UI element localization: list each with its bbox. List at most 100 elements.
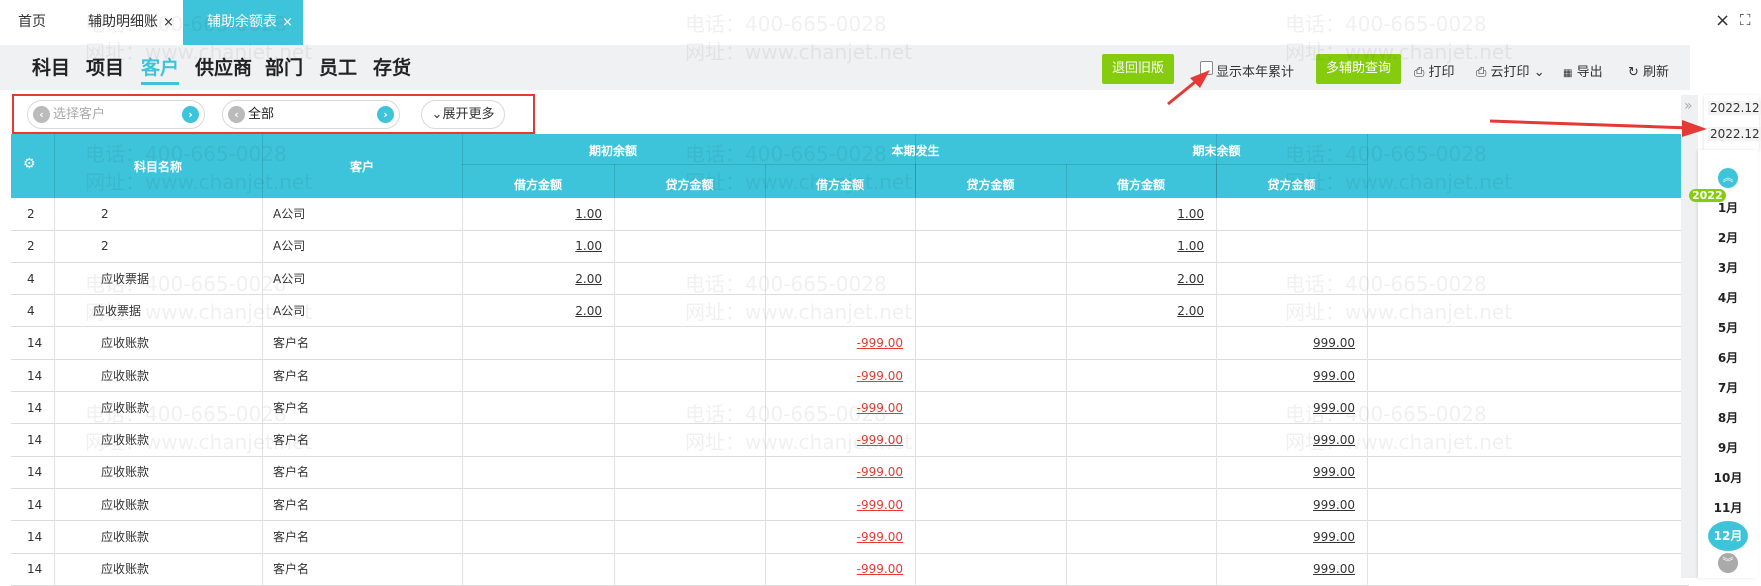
column-divider bbox=[462, 198, 463, 231]
cloud-print-button[interactable]: ⎙ 云打印 ⌄ bbox=[1476, 61, 1545, 80]
chevron-right-icon[interactable]: › bbox=[182, 106, 199, 123]
amount-open-debit[interactable]: 1.00 bbox=[575, 239, 602, 254]
close-icon[interactable]: × bbox=[163, 15, 174, 30]
amount-open-debit[interactable]: 2.00 bbox=[575, 271, 602, 286]
month-9[interactable]: 9月 bbox=[1717, 441, 1739, 455]
month-2[interactable]: 2月 bbox=[1717, 231, 1739, 245]
amount-close-credit[interactable]: 999.00 bbox=[1313, 400, 1355, 415]
amount-close-credit[interactable]: 999.00 bbox=[1313, 562, 1355, 577]
scroll-up-icon[interactable]: ︽ bbox=[1718, 168, 1738, 188]
amount-open-debit[interactable]: 2.00 bbox=[575, 303, 602, 318]
amount-cur-debit[interactable]: -999.00 bbox=[856, 530, 903, 544]
amount-close-debit[interactable]: 2.00 bbox=[1177, 303, 1204, 318]
table-row[interactable]: 14 应收账款 客户名 -999.00 999.00 bbox=[11, 424, 1689, 458]
chevron-left-icon[interactable]: ‹ bbox=[228, 106, 245, 123]
collapse-icon[interactable]: » bbox=[1684, 98, 1693, 114]
table-row[interactable]: 14 应收账款 客户名 -999.00 999.00 bbox=[11, 327, 1689, 361]
amount-close-credit[interactable]: 999.00 bbox=[1313, 433, 1355, 448]
table-row[interactable]: 4 应收票据 A公司 2.00 2.00 bbox=[11, 262, 1689, 296]
show-year-checkbox[interactable] bbox=[1200, 61, 1213, 75]
column-divider bbox=[915, 294, 916, 328]
nav-tab-department[interactable]: 部门 bbox=[265, 57, 304, 79]
scope-selector[interactable]: ‹ 全部 › bbox=[222, 100, 400, 129]
period-start[interactable]: 2022.12 bbox=[1708, 101, 1761, 115]
customer-selector[interactable]: ‹ 选择客户 › bbox=[27, 100, 205, 129]
month-1[interactable]: 1月 bbox=[1717, 201, 1739, 215]
column-divider bbox=[1066, 521, 1067, 554]
nav-tab-project[interactable]: 项目 bbox=[86, 57, 125, 79]
amount-close-credit[interactable]: 999.00 bbox=[1313, 530, 1355, 544]
multi-aux-query-button[interactable]: 多辅助查询 bbox=[1316, 54, 1402, 84]
customer-name: 客户名 bbox=[273, 562, 310, 577]
month-12[interactable]: 12月 bbox=[1708, 521, 1748, 551]
table-row[interactable]: 4 应收票据 A公司 2.00 2.00 bbox=[11, 294, 1689, 328]
column-divider bbox=[54, 262, 55, 296]
amount-close-credit[interactable]: 999.00 bbox=[1313, 368, 1355, 383]
annotation-arrow bbox=[1489, 119, 1691, 130]
amount-close-credit[interactable]: 999.00 bbox=[1313, 497, 1355, 512]
amount-cur-debit[interactable]: -999.00 bbox=[856, 368, 903, 383]
amount-close-debit[interactable]: 1.00 bbox=[1177, 207, 1204, 221]
column-divider bbox=[1066, 553, 1067, 586]
refresh-button[interactable]: ↻ 刷新 bbox=[1628, 61, 1669, 80]
tab-home[interactable]: 首页 bbox=[18, 0, 46, 45]
revert-old-version-button[interactable]: 退回旧版 bbox=[1102, 54, 1175, 84]
table-row[interactable]: 14 应收账款 客户名 -999.00 999.00 bbox=[11, 553, 1689, 586]
column-divider bbox=[614, 521, 615, 554]
amount-cur-debit[interactable]: -999.00 bbox=[856, 562, 903, 577]
amount-close-debit[interactable]: 1.00 bbox=[1177, 239, 1204, 254]
amount-close-credit[interactable]: 999.00 bbox=[1313, 465, 1355, 480]
nav-tab-supplier[interactable]: 供应商 bbox=[195, 57, 253, 79]
table-row[interactable]: 14 应收账款 客户名 -999.00 999.00 bbox=[11, 391, 1689, 425]
customer-input-placeholder[interactable]: 选择客户 bbox=[53, 107, 106, 122]
table-row[interactable]: 14 应收账款 客户名 -999.00 999.00 bbox=[11, 359, 1689, 393]
expand-more-button[interactable]: ⌄展开更多 bbox=[421, 100, 505, 129]
column-divider bbox=[1066, 262, 1067, 296]
amount-open-debit[interactable]: 1.00 bbox=[575, 207, 602, 221]
amount-close-credit[interactable]: 999.00 bbox=[1313, 336, 1355, 351]
subject-code: 14 bbox=[27, 433, 43, 448]
month-3[interactable]: 3月 bbox=[1717, 261, 1739, 275]
column-divider bbox=[1216, 198, 1217, 231]
subject-code: 14 bbox=[27, 497, 43, 512]
column-divider bbox=[54, 359, 55, 393]
month-11[interactable]: 11月 bbox=[1713, 501, 1743, 515]
month-6[interactable]: 6月 bbox=[1717, 351, 1739, 365]
month-8[interactable]: 8月 bbox=[1717, 411, 1739, 425]
amount-cur-debit[interactable]: -999.00 bbox=[856, 433, 903, 448]
table-row[interactable]: 14 应收账款 客户名 -999.00 999.00 bbox=[11, 456, 1689, 490]
nav-tab-customer[interactable]: 客户 bbox=[141, 55, 180, 85]
table-row[interactable]: 2 2 A公司 1.00 1.00 bbox=[11, 230, 1689, 264]
period-end[interactable]: 2022.12 bbox=[1708, 127, 1761, 141]
amount-close-debit[interactable]: 2.00 bbox=[1177, 271, 1204, 286]
amount-cur-debit[interactable]: -999.00 bbox=[856, 400, 903, 415]
nav-tab-inventory[interactable]: 存货 bbox=[373, 57, 412, 79]
month-10[interactable]: 10月 bbox=[1713, 471, 1743, 485]
table-row[interactable]: 2 2 A公司 1.00 1.00 bbox=[11, 198, 1689, 231]
export-button[interactable]: ▦ 导出 bbox=[1563, 61, 1603, 80]
amount-cur-debit[interactable]: -999.00 bbox=[856, 497, 903, 512]
close-window-icon[interactable]: × bbox=[1715, 10, 1731, 31]
month-4[interactable]: 4月 bbox=[1717, 291, 1739, 305]
nav-tab-subject[interactable]: 科目 bbox=[32, 57, 71, 79]
amount-cur-debit[interactable]: -999.00 bbox=[856, 336, 903, 351]
nav-tab-employee[interactable]: 员工 bbox=[319, 57, 358, 79]
chevron-left-icon[interactable]: ‹ bbox=[33, 106, 50, 123]
scroll-down-icon[interactable]: ︾ bbox=[1718, 553, 1738, 573]
table-row[interactable]: 14 应收账款 客户名 -999.00 999.00 bbox=[11, 521, 1689, 554]
month-5[interactable]: 5月 bbox=[1717, 321, 1739, 335]
subject-name: 应收账款 bbox=[101, 400, 150, 415]
tab-aux-detail[interactable]: 辅助明细账 × bbox=[88, 0, 174, 45]
column-divider bbox=[915, 424, 916, 458]
chevron-right-icon[interactable]: › bbox=[377, 106, 394, 123]
column-divider bbox=[1216, 262, 1217, 296]
table-row[interactable]: 14 应收账款 客户名 -999.00 999.00 bbox=[11, 488, 1689, 522]
close-icon[interactable]: × bbox=[282, 15, 293, 30]
month-7[interactable]: 7月 bbox=[1717, 381, 1739, 395]
fullscreen-icon[interactable]: ⛶ bbox=[1740, 11, 1751, 29]
column-settings-icon[interactable]: ⚙ bbox=[23, 156, 36, 172]
tab-aux-balance[interactable]: 辅助余额表 × bbox=[183, 0, 303, 45]
print-button[interactable]: ⎙ 打印 bbox=[1414, 61, 1455, 80]
amount-cur-debit[interactable]: -999.00 bbox=[856, 465, 903, 480]
show-year-label[interactable]: 显示本年累计 bbox=[1216, 65, 1295, 80]
